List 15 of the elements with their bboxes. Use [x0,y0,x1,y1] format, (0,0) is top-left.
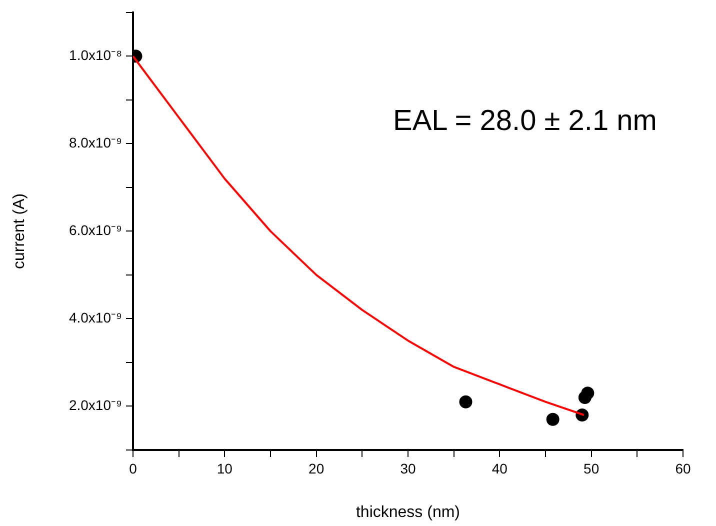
x-tick-label: 10 [216,460,233,476]
y-tick-label: 6.0x10⁻⁹ [68,222,122,238]
x-tick-label: 60 [675,460,691,476]
y-axis-title: current (A) [11,193,28,269]
x-tick-label: 30 [400,460,416,476]
annotation: EAL = 28.0 ± 2.1 nm [393,105,657,138]
x-tick-label: 50 [584,460,600,476]
x-tick-label: 20 [308,460,324,476]
y-tick-label: 2.0x10⁻⁹ [68,397,122,414]
y-tick-label: 4.0x10⁻⁹ [68,310,122,326]
x-axis-title: thickness (nm) [356,504,460,521]
x-tick-label: 40 [492,460,508,476]
y-tick-label: 1.0x10⁻⁸ [69,47,122,64]
y-tick-label: 8.0x10⁻⁹ [68,134,122,151]
x-tick-label: 0 [129,460,138,476]
